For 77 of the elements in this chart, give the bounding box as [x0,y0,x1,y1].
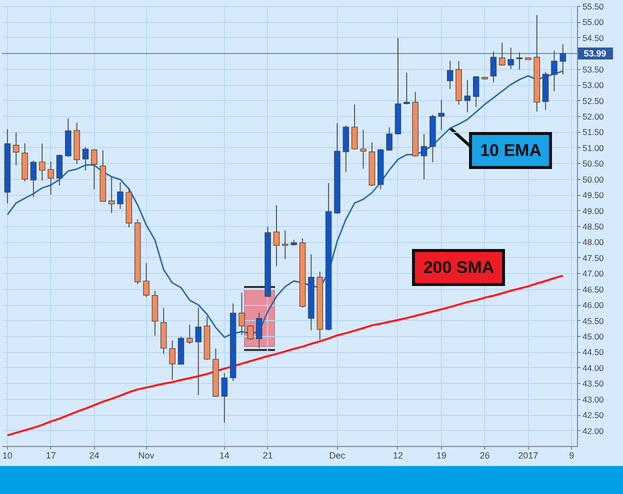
candlestick [82,146,89,171]
y-tick-label: 48.00 [582,237,604,248]
x-tick-label: 24 [89,450,100,460]
candlestick [256,312,262,349]
x-tick-label: 2017 [518,450,538,460]
candlestick [143,262,150,298]
y-tick-label: 46.00 [582,300,604,310]
x-tick-label: 9 [569,450,574,460]
candlestick [91,148,98,190]
y-tick-label: 48.50 [582,222,604,232]
y-tick-label: 55.00 [582,17,604,28]
x-tick-label: 12 [392,450,403,460]
y-tick-label: 54.50 [582,32,604,43]
candlestick [238,292,245,336]
candlestick [56,154,63,186]
candlestick [195,306,202,396]
y-tick-label: 53.00 [582,80,604,90]
candlestick [273,204,280,267]
y-tick-label: 55.50 [582,2,604,12]
y-tick-label: 45.50 [582,316,604,326]
series-label: 200 SMA [412,249,506,286]
x-tick-label: 10 [2,450,12,460]
candlestick [48,161,54,196]
candlestick [282,230,288,260]
candlestick [516,52,523,70]
candlestick [499,42,506,66]
candlestick [39,143,46,182]
candlestick [169,340,176,380]
y-tick-label: 50.50 [582,158,604,169]
y-tick-label: 49.50 [582,190,604,200]
x-tick-label: Nov [138,450,155,460]
y-tick-label: 52.00 [582,112,604,122]
y-tick-label: 51.50 [582,127,604,138]
y-tick-label: 43.00 [582,394,604,404]
candlestick [490,51,497,83]
candlestick [247,324,254,340]
candlestick [438,99,445,131]
candlestick [420,133,428,180]
x-tick-label: 19 [436,450,446,460]
y-tick-label: 47.00 [582,268,604,279]
series-label: 10 EMA [469,132,552,170]
y-tick-label: 42.50 [582,410,604,420]
candlestick [186,324,193,344]
candlestick [464,79,471,114]
y-tick-label: 49.00 [582,206,604,216]
line-series [6,274,564,436]
y-tick-label: 42.00 [582,426,604,436]
candlestick [351,104,358,150]
candlestick [472,76,480,108]
candlestick [30,160,37,198]
candlestick [560,44,566,76]
y-tick-label: 53.50 [582,64,604,74]
y-tick-label: 43.50 [582,378,604,389]
y-tick-label: 44.50 [582,347,604,358]
y-tick-label: 50.00 [582,174,604,184]
candlestick [446,60,454,90]
candlestick [117,182,124,210]
candlestick [108,176,115,214]
candlestick [508,47,514,70]
y-tick-label: 45.00 [582,332,604,342]
y-tick-label: 46.50 [582,284,604,294]
candlestick [221,372,228,424]
candlestick [12,132,20,166]
y-tick-label: 47.50 [582,252,604,263]
candlestick [360,129,366,170]
x-tick-label: 26 [480,450,490,460]
y-tick-label: 44.00 [582,362,604,373]
x-tick-label: Dec [329,450,346,460]
x-tick-label: 21 [262,450,273,460]
y-tick-label: 52.50 [582,96,604,106]
x-tick-label: 17 [46,450,56,460]
candlestick [551,50,558,92]
candlestick [404,72,410,105]
y-tick-label: 51.00 [582,142,604,153]
x-tick-label: 14 [219,450,230,460]
candlestick [386,126,392,152]
ref-line-label: 53.99 [584,48,606,58]
